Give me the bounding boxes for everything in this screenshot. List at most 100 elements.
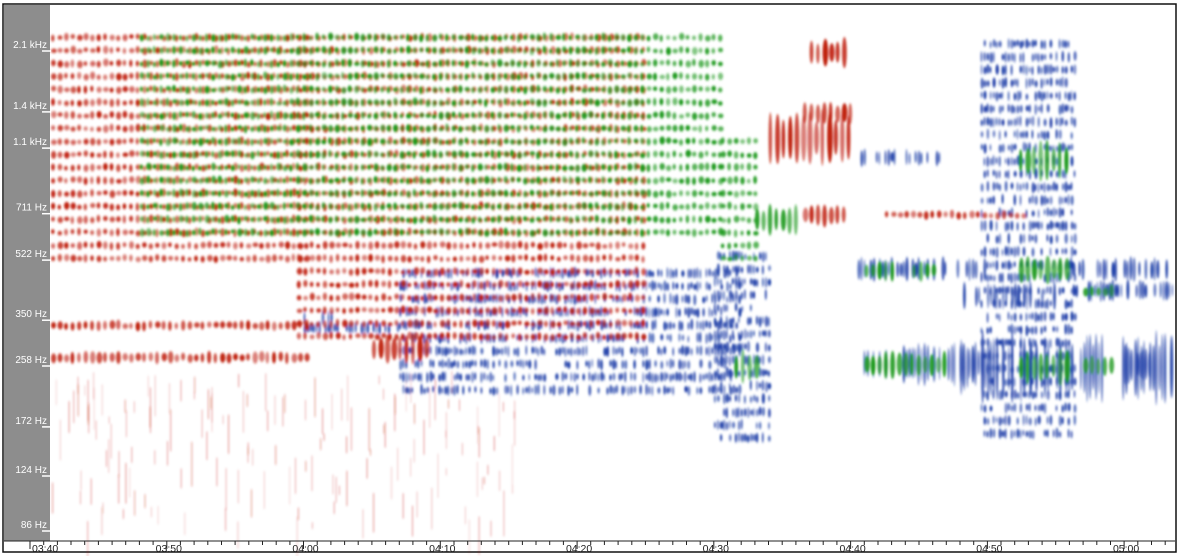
spectral-blob	[165, 72, 170, 79]
spectral-blob	[459, 279, 464, 288]
spectral-blob	[618, 346, 621, 354]
spectral-blob	[1031, 235, 1034, 242]
spectral-blob	[439, 282, 445, 287]
spectral-blob	[620, 34, 626, 41]
spectral-blob	[755, 432, 759, 443]
spectral-blob	[528, 385, 531, 395]
spectral-blob	[178, 61, 184, 66]
spectral-blob	[230, 165, 236, 171]
spectral-blob	[1025, 38, 1029, 49]
spectral-blob	[648, 359, 651, 370]
spectral-blob	[659, 163, 665, 170]
spectral-blob	[57, 73, 63, 81]
spectral-blob	[1007, 119, 1010, 127]
spectral-blob	[1004, 402, 1008, 414]
spectral-blob	[77, 227, 81, 236]
spectral-blob	[711, 112, 716, 118]
spectral-blob	[155, 229, 159, 237]
spectral-blob	[420, 241, 426, 249]
spectral-blob	[63, 201, 70, 210]
spectral-blob	[301, 33, 307, 42]
spectral-blob	[64, 33, 69, 41]
spectral-blob	[743, 289, 747, 300]
spectral-blob	[295, 34, 300, 40]
spectral-blob	[492, 386, 496, 396]
spectral-blob	[1061, 404, 1064, 413]
spectral-blob	[303, 243, 308, 249]
spectral-blob	[1019, 300, 1022, 308]
spectral-blob	[412, 151, 417, 159]
spectral-blob	[122, 86, 129, 93]
spectral-blob	[634, 254, 640, 261]
spectral-blob	[678, 72, 683, 80]
spectral-blob	[626, 46, 632, 53]
spectral-blob	[737, 420, 741, 431]
spectral-blob	[236, 177, 241, 185]
spectral-blob	[413, 305, 420, 314]
spectral-blob	[646, 86, 652, 91]
spectral-blob	[678, 32, 685, 41]
spectral-blob	[983, 116, 986, 126]
spectral-blob	[230, 33, 236, 40]
spectral-blob	[685, 149, 692, 158]
spectral-blob	[184, 99, 190, 106]
spectral-blob	[716, 342, 721, 352]
spectral-blob	[412, 97, 418, 106]
spectral-blob	[669, 334, 672, 342]
spectral-blob	[368, 268, 374, 274]
spectral-blob	[624, 360, 628, 370]
spectral-blob	[743, 343, 747, 350]
spectral-blob	[122, 215, 127, 224]
spectral-blob	[711, 74, 716, 80]
spectral-blob	[983, 220, 987, 232]
spectral-blob	[478, 320, 485, 327]
spectral-blob	[456, 372, 460, 380]
spectral-blob	[1007, 352, 1011, 361]
spectral-blob	[881, 260, 885, 278]
spectral-blob	[574, 110, 580, 119]
spectral-blob	[995, 220, 998, 231]
spectral-blob	[504, 385, 508, 395]
spectral-blob	[713, 289, 716, 300]
spectral-blob	[1034, 391, 1038, 399]
spectral-blob	[1007, 415, 1011, 426]
spectral-blob	[246, 71, 251, 80]
spectral-blob	[540, 345, 544, 355]
spectral-blob	[171, 177, 176, 185]
spectral-blob	[620, 125, 627, 131]
spectral-blob	[419, 61, 425, 67]
spectral-blob	[171, 99, 178, 104]
spectral-blob	[602, 334, 607, 340]
spectral-blob	[713, 330, 717, 338]
spectral-blob	[407, 295, 412, 301]
spectral-blob	[660, 361, 664, 369]
spectral-blob	[210, 74, 216, 81]
spectral-blob	[239, 256, 245, 262]
spectral-blob	[646, 126, 652, 133]
spectral-blob	[600, 112, 605, 120]
spectral-blob	[83, 99, 89, 107]
spectral-blob	[561, 60, 567, 67]
spectral-blob	[230, 46, 235, 54]
spectral-blob	[549, 386, 552, 394]
spectral-blob	[477, 152, 483, 158]
spectral-blob	[335, 282, 341, 288]
spectral-blob	[418, 152, 424, 158]
spectral-blob	[685, 138, 691, 145]
spectral-blob	[660, 283, 663, 291]
spectral-blob	[749, 316, 752, 325]
spectral-blob	[589, 269, 594, 274]
spectral-blob	[904, 211, 910, 218]
spectral-blob	[386, 99, 392, 106]
spectral-blob	[687, 335, 690, 343]
spectral-blob	[678, 371, 682, 382]
spectral-blob	[405, 113, 412, 119]
spectral-blob	[142, 352, 146, 362]
spectral-blob	[633, 125, 639, 132]
spectral-blob	[1028, 402, 1031, 412]
spectral-blob	[452, 267, 458, 275]
spectral-blob	[743, 408, 747, 417]
spectral-blob	[316, 254, 322, 262]
spectral-blob	[432, 385, 435, 393]
spectral-blob	[116, 255, 121, 262]
